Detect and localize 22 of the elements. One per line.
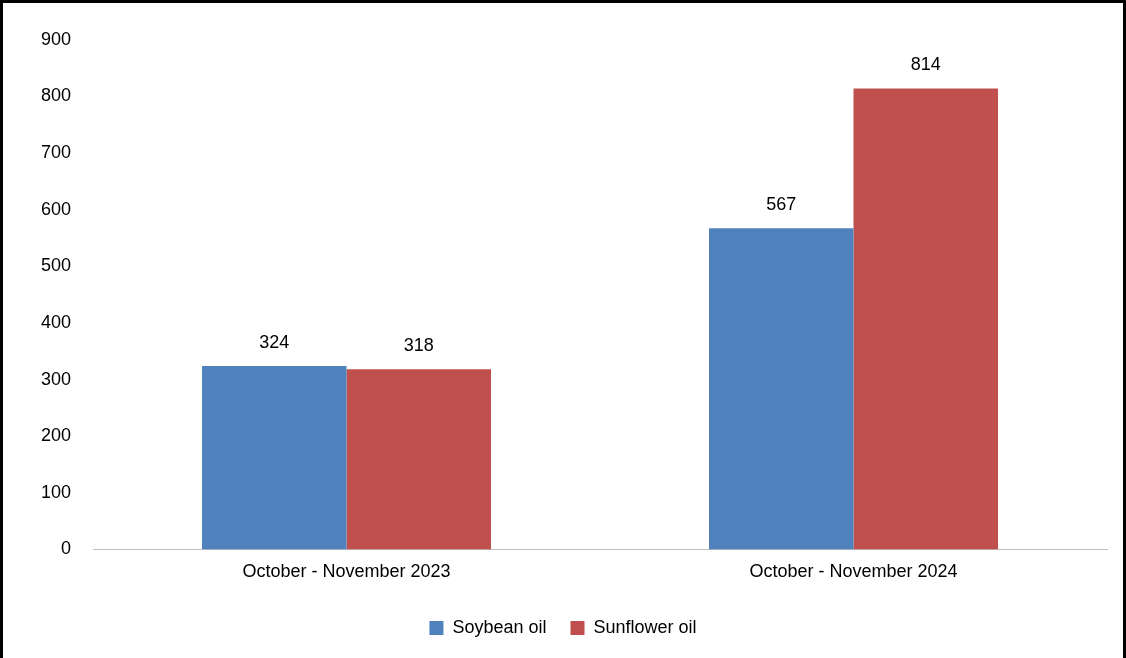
data-label: 318 bbox=[403, 335, 434, 356]
y-tick-label: 900 bbox=[40, 28, 72, 49]
y-tick-label: 100 bbox=[40, 481, 72, 502]
y-tick-label: 200 bbox=[40, 425, 72, 446]
legend-label: Soybean oil bbox=[452, 616, 547, 637]
legend-label: Sunflower oil bbox=[593, 616, 697, 637]
y-tick-label: 600 bbox=[40, 198, 72, 219]
y-tick-label: 400 bbox=[40, 311, 72, 332]
y-tick-label: 500 bbox=[40, 255, 72, 276]
bar bbox=[709, 228, 854, 550]
bar bbox=[346, 369, 492, 550]
data-label: 567 bbox=[766, 194, 797, 215]
y-tick-label: 0 bbox=[61, 538, 72, 559]
y-tick-label: 800 bbox=[40, 85, 72, 106]
x-tick-label: October - November 2023 bbox=[242, 561, 451, 582]
bar bbox=[202, 365, 347, 550]
y-tick-label: 300 bbox=[40, 368, 72, 389]
data-label: 324 bbox=[259, 331, 290, 352]
bar bbox=[853, 88, 998, 550]
x-tick-label: October - November 2024 bbox=[749, 561, 958, 582]
data-label: 814 bbox=[910, 54, 941, 75]
y-tick-label: 700 bbox=[40, 142, 72, 163]
